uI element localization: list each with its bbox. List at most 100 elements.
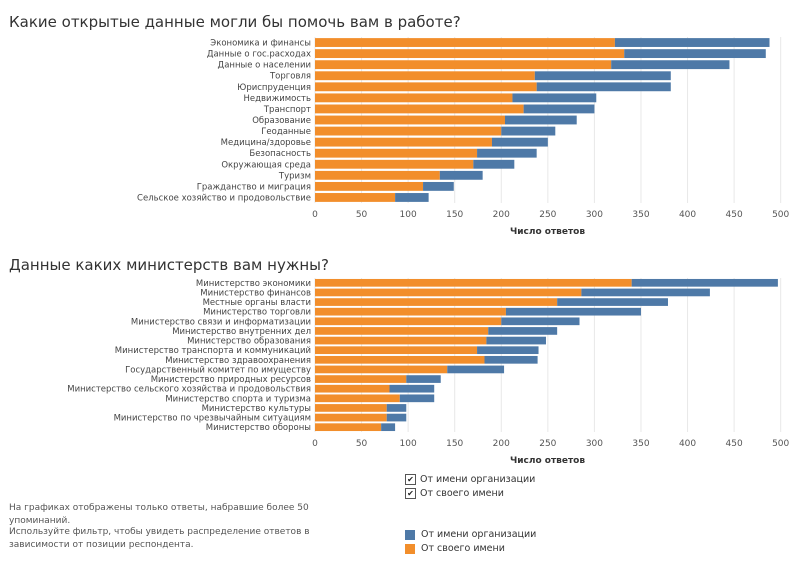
bar-self[interactable] (315, 126, 502, 136)
bar-self[interactable] (315, 394, 400, 403)
category-label: Министерство образования (187, 337, 311, 347)
bar-org[interactable] (512, 93, 597, 103)
bar-self[interactable] (315, 71, 535, 81)
category-label: Министерство торговли (203, 308, 311, 318)
filter-self-label: От своего имени (420, 488, 504, 499)
x-tick-label: 250 (539, 210, 556, 220)
bar-org[interactable] (505, 307, 641, 316)
bar-org[interactable] (389, 384, 435, 393)
bar-org[interactable] (399, 394, 435, 403)
legend-swatch-self (405, 543, 415, 554)
x-tick-label: 450 (726, 210, 743, 220)
bar-self[interactable] (315, 298, 558, 306)
x-axis-title: Число ответов (510, 456, 585, 466)
category-label: Безопасность (249, 149, 311, 159)
bar-self[interactable] (315, 170, 440, 180)
category-label: Министерство по чрезвычайным ситуациям (114, 414, 311, 424)
bar-self[interactable] (315, 355, 485, 364)
bar-org[interactable] (557, 298, 668, 306)
filter-self-checkbox[interactable]: ✔ (405, 488, 416, 499)
bar-org[interactable] (486, 336, 546, 345)
x-tick-label: 200 (493, 210, 510, 220)
chart-title-ministries: Данные каких министерств вам нужны? (9, 256, 329, 274)
x-tick-label: 350 (632, 439, 649, 449)
category-label: Данные о населении (218, 61, 311, 71)
category-label: Юриспруденция (237, 83, 311, 93)
category-label: Медицина/здоровье (221, 138, 311, 148)
category-label: Геоданные (261, 127, 311, 137)
bar-org[interactable] (395, 193, 429, 202)
filter-org[interactable]: ✔ От имени организации (405, 474, 535, 485)
bar-self[interactable] (315, 115, 505, 125)
category-label: Министерство культуры (202, 404, 311, 414)
bar-self[interactable] (315, 317, 502, 326)
x-tick-label: 0 (312, 210, 318, 220)
bar-org[interactable] (624, 49, 766, 59)
x-tick-label: 400 (679, 439, 696, 449)
bar-self[interactable] (315, 423, 382, 432)
bar-org[interactable] (523, 104, 595, 114)
bar-org[interactable] (501, 317, 580, 326)
x-tick-label: 400 (679, 210, 696, 220)
bar-self[interactable] (315, 181, 424, 191)
category-label: Министерство сельского хозяйства и продо… (67, 385, 311, 395)
legend-item-self: От своего имени (405, 543, 505, 554)
bar-self[interactable] (315, 375, 407, 383)
chart-open-data: 0 50 100 150 200 250 300 350 400 450 500 Экономика … (137, 37, 790, 237)
bar-org[interactable] (536, 82, 671, 92)
bar-org[interactable] (534, 71, 671, 81)
bar-org[interactable] (406, 375, 441, 383)
bar-self[interactable] (315, 413, 387, 422)
bar-self[interactable] (315, 193, 396, 202)
x-tick-label: 0 (312, 439, 318, 449)
bar-self[interactable] (315, 93, 513, 103)
bar-self[interactable] (315, 327, 489, 335)
bar-self[interactable] (315, 307, 506, 316)
bar-org[interactable] (477, 346, 539, 355)
filter-org-checkbox[interactable]: ✔ (405, 474, 416, 485)
bar-org[interactable] (447, 365, 505, 374)
bar-self[interactable] (315, 82, 537, 92)
bar-org[interactable] (501, 126, 556, 136)
bar-self[interactable] (315, 104, 524, 114)
bar-org[interactable] (505, 115, 577, 125)
bar-self[interactable] (315, 148, 478, 158)
bar-self[interactable] (315, 384, 390, 393)
bar-org[interactable] (381, 423, 396, 432)
bar-self[interactable] (315, 38, 615, 47)
bar-org[interactable] (423, 181, 454, 191)
x-tick-label: 50 (356, 439, 368, 449)
bar-self[interactable] (315, 404, 387, 412)
bar-org[interactable] (386, 413, 407, 422)
x-tick-label: 500 (772, 439, 789, 449)
category-label: Данные о гос.расходах (207, 50, 311, 60)
bar-org[interactable] (631, 278, 778, 287)
category-label: Министерство спорта и туризма (165, 394, 311, 404)
bar-org[interactable] (477, 148, 537, 158)
legend-swatch-org (405, 529, 415, 540)
bar-org[interactable] (473, 159, 515, 169)
bar-self[interactable] (315, 346, 478, 355)
bar-org[interactable] (488, 327, 558, 335)
bar-org[interactable] (439, 170, 483, 180)
category-label: Министерство транспорта и коммуникаций (115, 346, 311, 356)
bar-self[interactable] (315, 336, 487, 345)
category-label: Министерство обороны (206, 423, 311, 433)
filter-self[interactable]: ✔ От своего имени (405, 488, 504, 499)
bar-org[interactable] (491, 137, 548, 147)
bar-self[interactable] (315, 278, 632, 287)
category-label: Министерство здравоохранения (165, 356, 311, 366)
note-threshold: На графиках отображены только ответы, на… (9, 503, 309, 526)
bar-org[interactable] (614, 38, 770, 47)
bar-self[interactable] (315, 137, 492, 147)
bar-org[interactable] (386, 404, 407, 412)
bar-self[interactable] (315, 159, 474, 169)
bar-org[interactable] (484, 355, 538, 364)
category-label: Экономика и финансы (210, 39, 311, 49)
bar-self[interactable] (315, 365, 448, 374)
bar-org[interactable] (581, 288, 710, 297)
bar-self[interactable] (315, 60, 612, 70)
bar-self[interactable] (315, 49, 625, 59)
bar-org[interactable] (611, 60, 730, 70)
bar-self[interactable] (315, 288, 582, 297)
